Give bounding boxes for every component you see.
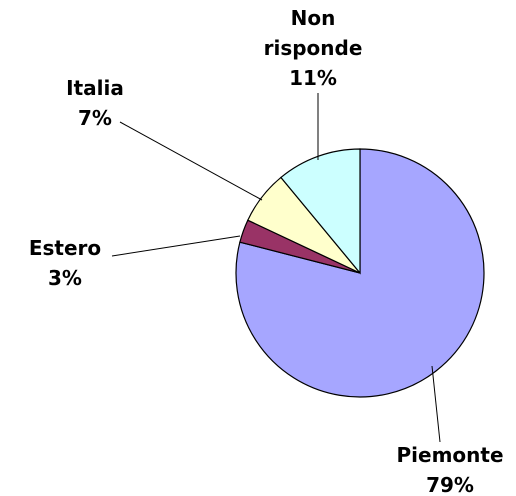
value-label: 11% xyxy=(289,66,337,90)
value-label: 79% xyxy=(426,473,474,496)
leader-line xyxy=(431,365,441,443)
slice-label: Piemonte 79% xyxy=(380,440,516,496)
category-label: Estero xyxy=(28,236,102,260)
leader-line xyxy=(111,235,241,257)
slice-label: Non risponde 11% xyxy=(238,3,388,93)
category-label: Non risponde xyxy=(263,6,363,60)
slice-label: Estero 3% xyxy=(10,233,120,293)
category-label: Piemonte xyxy=(396,443,504,467)
leader-line xyxy=(119,121,263,201)
value-label: 7% xyxy=(78,106,112,130)
value-label: 3% xyxy=(48,266,82,290)
category-label: Italia xyxy=(66,76,124,100)
slice-label: Italia 7% xyxy=(40,73,150,133)
